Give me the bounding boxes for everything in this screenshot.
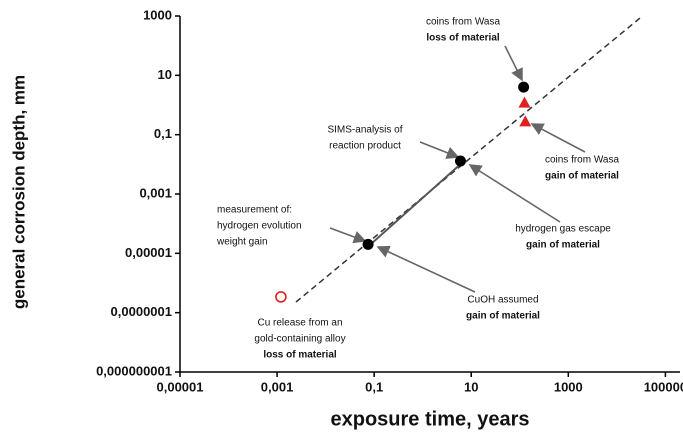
annotation: gain of material [526,240,600,251]
annotation: CuOH assumed [467,295,538,306]
annotation: Cu release from an [257,318,342,329]
y-tick-label: 10 [158,67,172,82]
y-tick-label: 0,001 [139,185,172,200]
x-tick-label: 1000 [554,379,583,394]
annotation: SIMS-analysis of [327,125,402,136]
point [518,81,530,93]
x-tick-label: 0,1 [365,379,383,394]
y-axis-label: general corrosion depth, mm [9,75,28,309]
point [519,115,532,127]
arrow [329,227,367,244]
annotation: loss of material [263,350,337,361]
x-tick-label: 100000 [644,379,683,394]
y-tick-label: 0,00001 [125,245,172,260]
annotation: coins from Wasa [545,155,620,166]
x-axis-label: exposure time, years [331,408,530,430]
annotation: hydrogen evolution [217,221,302,232]
point [362,238,374,250]
annotation: reaction product [329,141,401,152]
annotation: measurement of: [217,205,292,216]
y-tick-label: 0,1 [154,126,172,141]
connector [370,160,465,245]
point [454,155,466,167]
annotation: weight gain [216,237,268,248]
y-tick-label: 0,0000001 [111,304,172,319]
arrow [419,141,460,159]
y-tick-label: 1000 [143,7,172,22]
annotation: loss of material [426,33,500,44]
point [518,96,531,108]
annotation: gold-containing alloy [254,334,345,345]
annotation: gain of material [466,311,540,322]
arrow [376,245,476,293]
x-tick-label: 0,00001 [157,379,204,394]
annotation: coins from Wasa [426,17,501,28]
arrow [468,164,561,223]
x-tick-label: 0,001 [261,379,294,394]
point [275,291,287,303]
trend-line [295,17,641,303]
arrow [504,45,523,82]
annotation: hydrogen gas escape [515,224,611,235]
y-tick-label: 0,000000001 [96,363,172,378]
x-tick-label: 10 [464,379,478,394]
arrow [530,123,586,153]
annotation: gain of material [545,171,619,182]
